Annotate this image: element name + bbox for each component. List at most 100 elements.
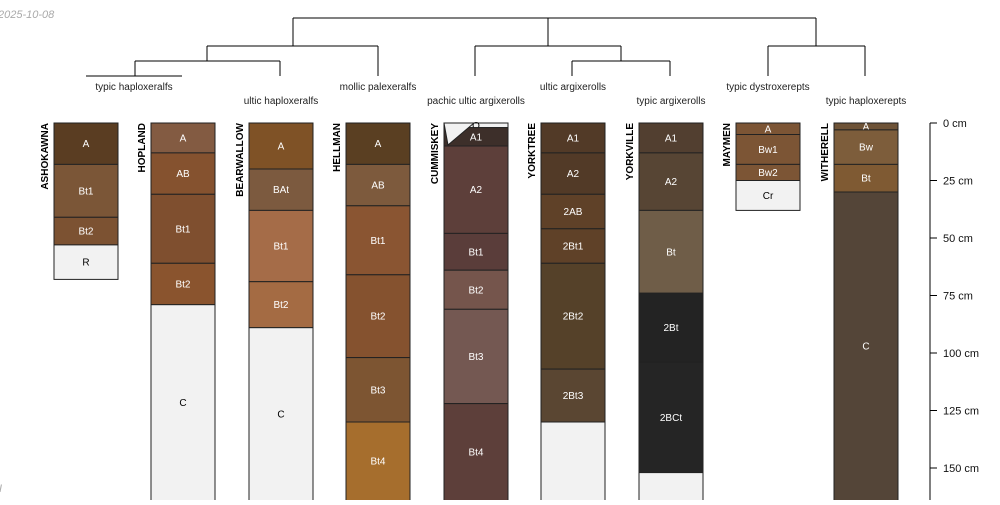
depth-axis: 0 cm 25 cm 50 cm 75 cm 100 cm 125 cm 150 cm (929, 118, 979, 500)
horizon-label: 2Bt1 (563, 242, 584, 253)
horizon-label: 2Bt (663, 323, 678, 334)
profile-maymen: A Bw1 Bw2 Cr MAYMEN (722, 122, 801, 211)
horizon-label: A (278, 142, 285, 153)
horizon-yorkville-bt (638, 209, 704, 294)
horizon-yorkville-a1 (638, 122, 704, 154)
horizon-bearwallow-bt1 (248, 209, 314, 283)
horizon-label: A1 (470, 132, 483, 143)
depth-tick-label: 50 cm (943, 233, 973, 245)
horizon-hellman-bt2 (345, 274, 411, 359)
horizon-label: R (82, 258, 89, 269)
profile-name-yorkville: YORKVILLE (625, 123, 636, 181)
horizon-label: A2 (567, 169, 580, 180)
horizon-label: A (83, 139, 90, 150)
horizon-label: Bt3 (370, 385, 385, 396)
depth-tick-label: 0 cm (943, 118, 967, 130)
horizon-label: A (863, 122, 870, 133)
horizon-label: C (862, 342, 869, 353)
taxon-labels: typic haploxeralfs ultic haploxeralfs moll… (95, 82, 906, 107)
horizon-label: Bt1 (273, 242, 288, 253)
footer-fragment: I (0, 483, 2, 495)
profile-bearwallow: A BAt Bt1 Bt2 C BEARWALLOW (235, 122, 314, 503)
profile-witherell: A Bw Bt C WITHERELL (820, 122, 899, 503)
horizon-bearwallow-bat (248, 168, 314, 211)
profile-name-hellman: HELLMAN (332, 123, 343, 172)
taxon-label-typic-dystroxerepts: typic dystroxerepts (726, 82, 809, 93)
horizon-yorktree-a2 (540, 152, 606, 195)
horizon-label: Bt1 (370, 236, 385, 247)
profile-cummiskey: OA1 A2 Bt1 Bt2 Bt3 Bt4 CUMMISKEY (430, 121, 509, 503)
horizon-yorktree-unlabeled (540, 421, 606, 503)
profile-hellman: A AB Bt1 Bt2 Bt3 Bt4 HELLMAN (332, 122, 411, 503)
horizon-label: Bt2 (370, 312, 385, 323)
horizon-hopland-bt2 (150, 262, 216, 306)
horizon-witherell-bw (833, 129, 899, 165)
horizon-label: A1 (567, 133, 580, 144)
horizon-hellman-ab (345, 163, 411, 207)
horizon-witherell-c (833, 191, 899, 503)
horizon-bearwallow-c (248, 327, 314, 503)
horizon-label: A2 (470, 185, 483, 196)
horizon-label: A (180, 133, 187, 144)
horizon-yorkville-2bt (638, 292, 704, 363)
profile-yorkville: A1 A2 Bt 2Bt 2BCt YORKVILLE (625, 122, 704, 503)
horizon-cummiskey-a2 (443, 145, 509, 234)
profile-yorktree: A1 A2 2AB 2Bt1 2Bt2 2Bt3 YORKTREE (527, 122, 606, 503)
horizon-bearwallow-a (248, 122, 314, 170)
horizon-label: Bt1 (468, 247, 483, 258)
profile-name-yorktree: YORKTREE (527, 123, 538, 179)
horizon-label: Bw2 (758, 168, 778, 179)
profiles: A Bt1 Bt2 R ASHOKAWNA A AB Bt1 Bt2 C HOPLAND A BAt Bt… (40, 121, 899, 503)
horizon-label: Bt2 (468, 285, 483, 296)
horizon-witherell-bt (833, 163, 899, 193)
horizon-maymen-bw1 (735, 134, 801, 165)
taxon-label-ultic-haploxeralfs: ultic haploxeralfs (244, 96, 318, 107)
profile-name-witherell: WITHERELL (820, 123, 831, 181)
horizon-yorkville-unlabeled (638, 472, 704, 503)
taxon-label-typic-haploxeralfs: typic haploxeralfs (95, 82, 172, 93)
horizon-label: A (765, 124, 772, 135)
horizon-hellman-bt1 (345, 205, 411, 276)
horizon-ashokawna-bt2 (53, 216, 119, 246)
horizon-bearwallow-bt2 (248, 281, 314, 329)
horizon-hellman-bt4 (345, 421, 411, 503)
horizon-label: BAt (273, 185, 289, 196)
horizon-label: Bt1 (175, 224, 190, 235)
depth-tick-label: 150 cm (943, 463, 979, 475)
date-stamp: 2025-10-08 (0, 9, 55, 21)
horizon-ashokawna-r (53, 244, 119, 280)
taxon-label-pachic-ultic-argixerolls: pachic ultic argixerolls (427, 96, 525, 107)
horizon-label: A (375, 139, 382, 150)
horizon-label: Bt (861, 174, 871, 185)
horizon-cummiskey-bt3 (443, 308, 509, 405)
profile-ashokawna: A Bt1 Bt2 R ASHOKAWNA (40, 122, 119, 280)
profile-name-ashokawna: ASHOKAWNA (40, 123, 51, 190)
profile-name-hopland: HOPLAND (137, 123, 148, 172)
horizon-label: 2BCt (660, 413, 682, 424)
horizon-label: C (179, 398, 186, 409)
horizon-label: Bt3 (468, 352, 483, 363)
horizon-label: 2Bt2 (563, 312, 584, 323)
horizon-label: Bw1 (758, 145, 778, 156)
depth-tick-label: 75 cm (943, 291, 973, 303)
horizon-ashokawna-bt1 (53, 163, 119, 218)
profile-hopland: A AB Bt1 Bt2 C HOPLAND (137, 122, 216, 503)
horizon-yorktree-2bt2 (540, 262, 606, 370)
horizon-label: Bt2 (273, 300, 288, 311)
depth-tick-label: 125 cm (943, 406, 979, 418)
horizon-yorktree-2bt1 (540, 228, 606, 264)
horizon-hopland-a (150, 122, 216, 154)
horizon-label: O (472, 121, 480, 132)
horizon-label: C (277, 409, 284, 420)
horizon-label: Bt2 (175, 280, 190, 291)
horizon-label: A1 (665, 133, 678, 144)
horizon-yorktree-a1 (540, 122, 606, 154)
horizon-label: Bt (666, 247, 676, 258)
horizon-yorkville-2bct (638, 361, 704, 474)
horizon-label: A2 (665, 177, 678, 188)
horizon-hopland-bt1 (150, 193, 216, 264)
horizon-yorkville-a2 (638, 152, 704, 211)
horizon-cummiskey-bt1 (443, 232, 509, 271)
